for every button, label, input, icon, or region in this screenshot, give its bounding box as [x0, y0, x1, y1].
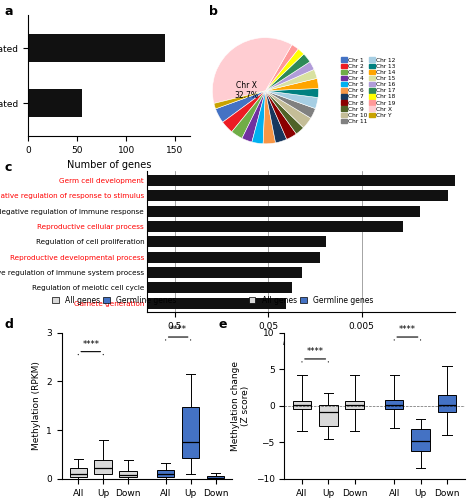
Bar — [147, 267, 301, 278]
Text: ****: **** — [170, 325, 187, 334]
Wedge shape — [265, 54, 310, 91]
Wedge shape — [265, 89, 319, 98]
Wedge shape — [265, 91, 303, 134]
Text: d: d — [5, 318, 14, 331]
Y-axis label: Methylation change
(Z score): Methylation change (Z score) — [231, 361, 250, 451]
Bar — [28, 34, 165, 62]
Wedge shape — [263, 91, 275, 144]
Text: ****: **** — [82, 340, 99, 349]
Wedge shape — [216, 91, 265, 122]
Wedge shape — [265, 91, 311, 128]
Bar — [147, 175, 474, 186]
Text: Chr X
32.7%: Chr X 32.7% — [235, 81, 259, 100]
PathPatch shape — [411, 429, 430, 451]
PathPatch shape — [182, 407, 200, 458]
Text: a: a — [5, 5, 13, 18]
Wedge shape — [265, 45, 298, 91]
Wedge shape — [265, 91, 296, 139]
X-axis label: Number of genes: Number of genes — [67, 160, 151, 170]
Text: ****: **** — [399, 325, 416, 334]
Wedge shape — [265, 49, 304, 91]
PathPatch shape — [207, 476, 224, 478]
Y-axis label: Methylation (RPKM): Methylation (RPKM) — [32, 361, 41, 450]
Bar — [147, 236, 326, 247]
Wedge shape — [265, 91, 315, 118]
Wedge shape — [212, 38, 292, 103]
PathPatch shape — [319, 405, 337, 426]
PathPatch shape — [70, 468, 87, 477]
Wedge shape — [223, 91, 265, 132]
Wedge shape — [265, 70, 317, 91]
Legend: All genes, Germline genes: All genes, Germline genes — [52, 295, 176, 304]
Text: e: e — [218, 318, 227, 331]
Wedge shape — [265, 78, 319, 91]
PathPatch shape — [119, 471, 137, 477]
Bar — [147, 221, 403, 232]
Wedge shape — [232, 91, 265, 138]
Wedge shape — [252, 91, 265, 144]
PathPatch shape — [293, 401, 311, 409]
Wedge shape — [265, 61, 314, 91]
Wedge shape — [265, 91, 287, 143]
Legend: Chr 1, Chr 2, Chr 3, Chr 4, Chr 5, Chr 6, Chr 7, Chr 8, Chr 9, Chr 10, Chr 11, C: Chr 1, Chr 2, Chr 3, Chr 4, Chr 5, Chr 6… — [341, 57, 396, 124]
PathPatch shape — [157, 470, 174, 477]
Bar — [28, 89, 82, 117]
Legend: All genes, Germline genes: All genes, Germline genes — [248, 295, 373, 304]
X-axis label: P value: P value — [283, 337, 319, 347]
Bar — [147, 191, 447, 202]
Bar — [147, 282, 292, 293]
Text: ****: **** — [307, 347, 324, 356]
Bar — [147, 206, 419, 217]
Bar — [147, 251, 320, 263]
Wedge shape — [242, 91, 265, 142]
Text: c: c — [5, 161, 12, 174]
PathPatch shape — [438, 395, 456, 412]
Text: b: b — [209, 5, 218, 18]
PathPatch shape — [94, 460, 112, 474]
PathPatch shape — [385, 400, 403, 409]
Wedge shape — [214, 91, 265, 109]
Wedge shape — [265, 91, 318, 108]
Bar — [147, 298, 286, 309]
PathPatch shape — [346, 401, 364, 409]
